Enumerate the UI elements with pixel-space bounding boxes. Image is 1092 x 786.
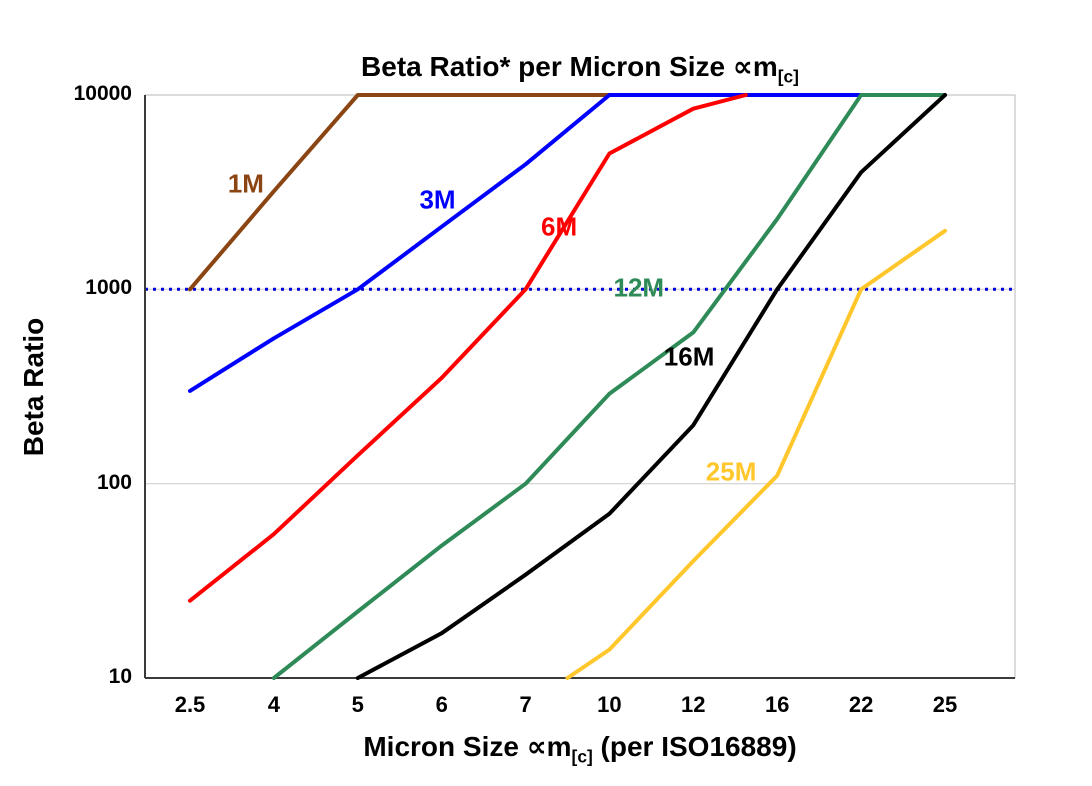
series-label-3M: 3M bbox=[419, 184, 456, 214]
series-line-1M bbox=[188, 93, 612, 292]
chart-title-text: Beta Ratio* per Micron Size ∝m bbox=[361, 51, 778, 82]
y-tick-label-10: 10 bbox=[108, 665, 132, 688]
x-axis-label-subscript: [c] bbox=[571, 746, 593, 767]
x-tick-label-10: 10 bbox=[597, 692, 622, 717]
series-label-1M: 1M bbox=[227, 168, 264, 199]
series-label-16M: 16M bbox=[663, 341, 715, 372]
series-line-6M bbox=[188, 93, 748, 603]
x-tick-label-7: 7 bbox=[519, 692, 532, 717]
x-tick-label-5: 5 bbox=[351, 692, 364, 717]
series-line-25M bbox=[565, 228, 947, 680]
x-tick-label-25: 25 bbox=[932, 692, 958, 717]
y-tick-label-10000: 10000 bbox=[73, 82, 132, 105]
series-line-3M bbox=[188, 93, 864, 393]
series-line-16M bbox=[355, 93, 947, 680]
series-line-12M bbox=[271, 93, 947, 680]
x-tick-label-4: 4 bbox=[267, 692, 281, 717]
x-tick-label-16: 16 bbox=[764, 692, 790, 717]
plot-border bbox=[144, 94, 1016, 679]
x-axis-label-text: Micron Size ∝m bbox=[363, 731, 572, 762]
x-tick-label-12: 12 bbox=[681, 692, 706, 717]
x-tick-label-22: 22 bbox=[848, 692, 874, 717]
series-label-6M: 6M bbox=[541, 211, 578, 242]
chart-title: Beta Ratio* per Micron Size ∝m[c] bbox=[145, 50, 1015, 88]
y-tick-label-1000: 1000 bbox=[85, 276, 132, 300]
x-tick-label-6: 6 bbox=[435, 692, 448, 717]
chart-title-subscript: [c] bbox=[777, 66, 799, 87]
y-tick-label-100: 100 bbox=[96, 470, 132, 494]
x-axis-label-suffix: (per ISO16889) bbox=[592, 731, 797, 762]
series-label-25M: 25M bbox=[705, 456, 757, 487]
x-tick-label-2.5: 2.5 bbox=[174, 692, 206, 717]
x-axis-label: Micron Size ∝m[c] (per ISO16889) bbox=[145, 730, 1015, 768]
series-label-12M: 12M bbox=[613, 272, 665, 303]
